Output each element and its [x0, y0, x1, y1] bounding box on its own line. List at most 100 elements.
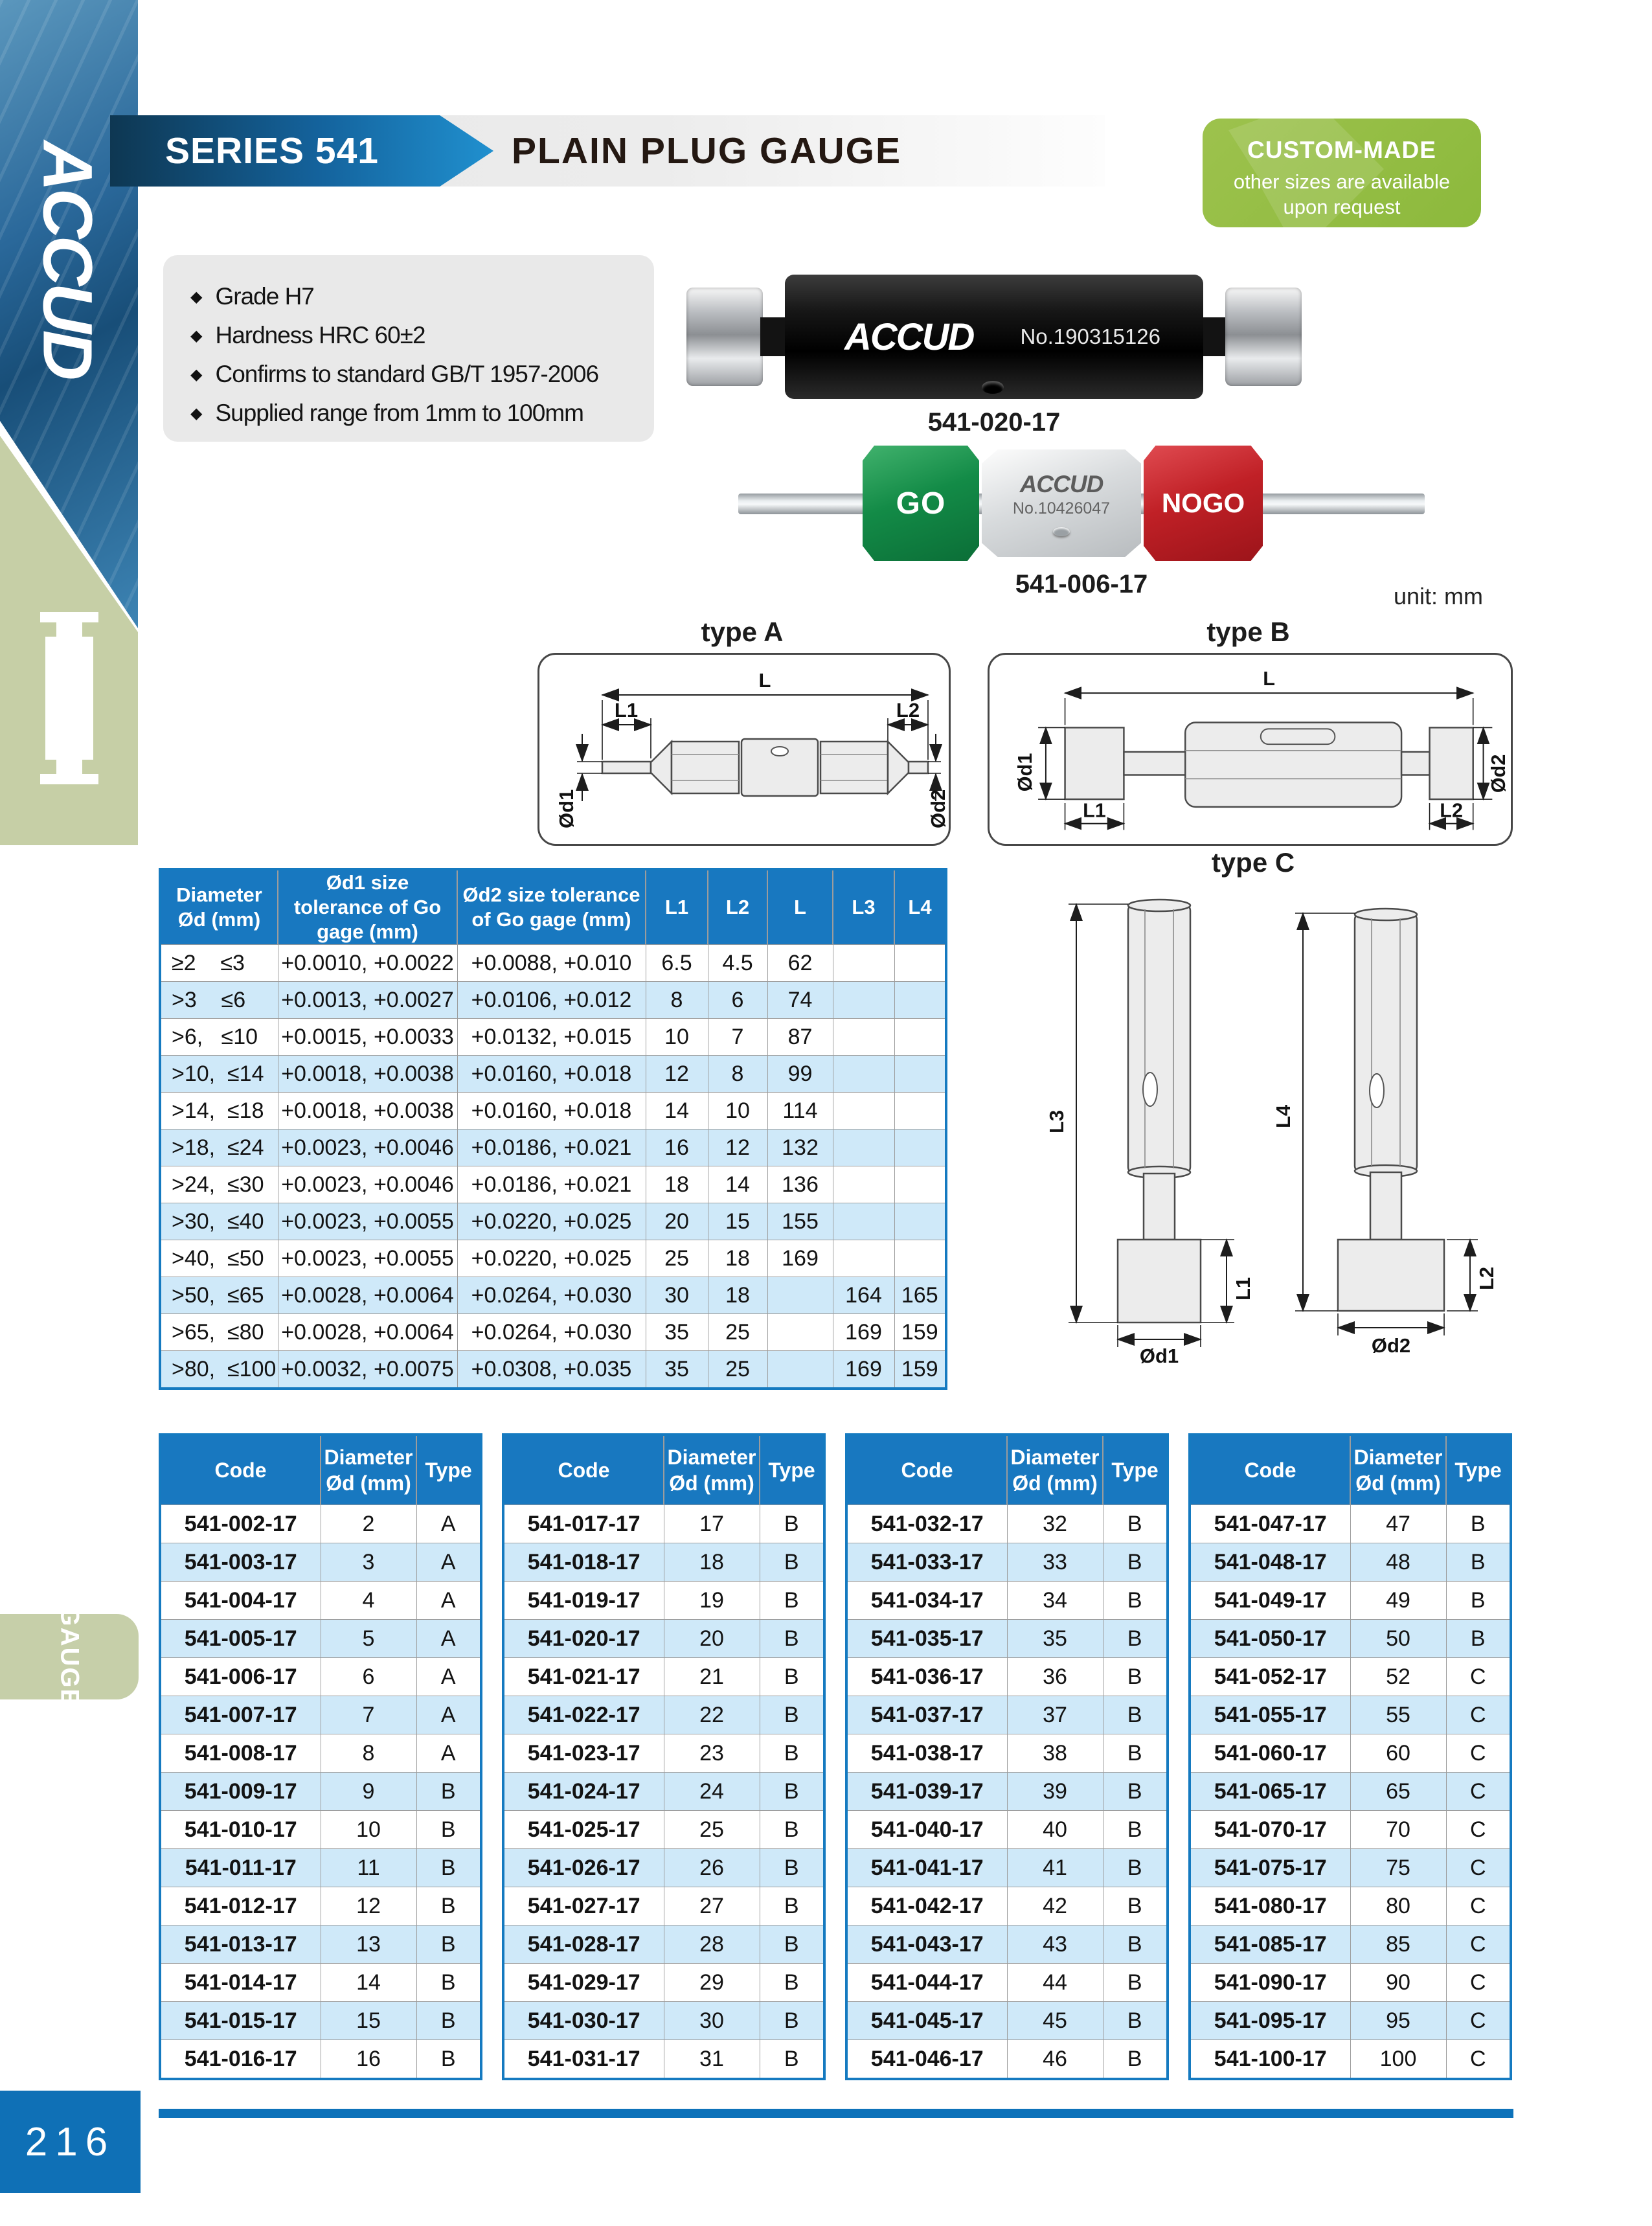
- table-cell: C: [1445, 1963, 1511, 2002]
- table-cell: 90: [1350, 1963, 1447, 2002]
- table-row: 541-085-17 85 C: [1189, 1925, 1511, 1964]
- table-row: >40, ≤50 +0.0023, +0.0055 +0.0220, +0.025 2…: [159, 1240, 947, 1277]
- table-row: 541-009-17 9 B: [159, 1772, 482, 1811]
- gauge-neck: [1199, 317, 1228, 356]
- table-cell: 541-031-17: [503, 2039, 664, 2080]
- table-cell: 541-055-17: [1189, 1696, 1351, 1734]
- table-cell: 6: [320, 1657, 417, 1696]
- table-cell: 541-095-17: [1189, 2001, 1351, 2040]
- table-cell: 13: [320, 1925, 417, 1964]
- table-row: 541-031-17 31 B: [503, 2039, 825, 2080]
- col-header: Diameter Ød (mm): [160, 869, 278, 945]
- table-cell: 26: [663, 1848, 760, 1887]
- table-cell: +0.0160, +0.018: [457, 1092, 646, 1130]
- table-cell: +0.0106, +0.012: [457, 981, 646, 1019]
- table-cell: C: [1445, 1848, 1511, 1887]
- gauge-neck: [760, 317, 789, 356]
- diagram-type-b-label: type B: [1206, 617, 1290, 647]
- code-table-4: Code Diameter Ød (mm) Type 541-047-17 47 B…: [1188, 1433, 1512, 2080]
- col-header: Diameter Ød (mm): [1006, 1435, 1103, 1505]
- table-cell: B: [1445, 1505, 1511, 1543]
- table-row: 541-018-17 18 B: [503, 1543, 825, 1582]
- table-cell: B: [416, 1848, 482, 1887]
- table-row: >6, ≤10 +0.0015, +0.0033 +0.0132, +0.015 10…: [159, 1018, 947, 1056]
- table-row: 541-012-17 12 B: [159, 1887, 482, 1925]
- table-cell: 42: [1006, 1887, 1103, 1925]
- table-cell: +0.0032, +0.0075: [277, 1350, 458, 1389]
- table-cell: 31: [663, 2039, 760, 2080]
- code-table-body: 541-017-17 17 B 541-018-17 18 B 541-019-17 19 B 5…: [503, 1505, 825, 2080]
- table-cell: A: [416, 1543, 482, 1582]
- table-row: 541-007-17 7 A: [159, 1696, 482, 1734]
- table-row: 541-100-17 100 C: [1189, 2039, 1511, 2080]
- table-cell: 44: [1006, 1963, 1103, 2002]
- table-cell: B: [759, 1772, 825, 1811]
- table-cell: 43: [1006, 1925, 1103, 1964]
- table-cell: +0.0023, +0.0046: [277, 1129, 458, 1166]
- table-cell: B: [1102, 1925, 1168, 1964]
- table-cell: 541-034-17: [846, 1581, 1008, 1620]
- table-cell: 541-044-17: [846, 1963, 1008, 2002]
- table-cell: B: [1102, 1619, 1168, 1658]
- badge-line2: upon request: [1283, 196, 1401, 218]
- table-cell: +0.0220, +0.025: [457, 1240, 646, 1277]
- code-table-body: 541-047-17 47 B 541-048-17 48 B 541-049-17 49 B 5…: [1189, 1505, 1511, 2080]
- dim-L2: L2: [1475, 1267, 1498, 1290]
- table-row: 541-017-17 17 B: [503, 1505, 825, 1543]
- table-cell: 159: [894, 1350, 947, 1389]
- table-cell: [894, 944, 947, 982]
- code-table-2: Code Diameter Ød (mm) Type 541-017-17 17 B…: [502, 1433, 826, 2080]
- table-cell: +0.0220, +0.025: [457, 1203, 646, 1240]
- table-cell: 541-065-17: [1189, 1772, 1351, 1811]
- table-cell: [894, 1203, 947, 1240]
- table-cell: 2: [320, 1505, 417, 1543]
- table-cell: >80, ≤100: [159, 1350, 278, 1389]
- dim-d2: Ød2: [1372, 1334, 1410, 1357]
- table-cell: 541-014-17: [159, 1963, 321, 2002]
- table-cell: +0.0010, +0.0022: [277, 944, 458, 982]
- table-cell: >6, ≤10: [159, 1018, 278, 1056]
- table-cell: B: [1102, 1543, 1168, 1582]
- product-photo-plug-gauge: ACCUD No.190315126: [686, 275, 1302, 399]
- table-cell: 541-016-17: [159, 2039, 321, 2080]
- table-row: 541-006-17 6 A: [159, 1657, 482, 1696]
- dim-d2: Ød2: [1488, 755, 1510, 793]
- table-cell: 541-028-17: [503, 1925, 664, 1964]
- table-cell: 25: [663, 1810, 760, 1849]
- table-cell: 16: [645, 1129, 708, 1166]
- table-cell: 541-085-17: [1189, 1925, 1351, 1964]
- gauge-handle: ACCUD No.10426047: [982, 449, 1141, 557]
- table-cell: B: [1445, 1581, 1511, 1620]
- table-cell: +0.0028, +0.0064: [277, 1313, 458, 1351]
- badge-line1: other sizes are available: [1233, 170, 1451, 193]
- dim-L1: L1: [1232, 1277, 1254, 1300]
- table-cell: >50, ≤65: [159, 1277, 278, 1314]
- table-row: 541-011-17 11 B: [159, 1848, 482, 1887]
- table-row: 541-021-17 21 B: [503, 1657, 825, 1696]
- table-cell: C: [1445, 1925, 1511, 1964]
- table-cell: 47: [1350, 1505, 1447, 1543]
- table-cell: A: [416, 1696, 482, 1734]
- spec-header-row: Diameter Ød (mm) Ød1 size tolerance of G…: [160, 869, 946, 945]
- table-cell: 7: [320, 1696, 417, 1734]
- dim-d1: Ød1: [555, 789, 578, 828]
- table-cell: +0.0264, +0.030: [457, 1277, 646, 1314]
- table-cell: B: [416, 1963, 482, 2002]
- table-cell: 8: [645, 981, 708, 1019]
- table-cell: 541-027-17: [503, 1887, 664, 1925]
- table-cell: 541-040-17: [846, 1810, 1008, 1849]
- table-cell: B: [1102, 1581, 1168, 1620]
- table-cell: [894, 1092, 947, 1130]
- table-cell: [832, 944, 895, 982]
- table-cell: B: [1102, 1734, 1168, 1773]
- table-cell: 541-039-17: [846, 1772, 1008, 1811]
- table-cell: 8: [707, 1055, 768, 1093]
- table-cell: C: [1445, 1772, 1511, 1811]
- table-row: 541-004-17 4 A: [159, 1581, 482, 1620]
- go-label: GO: [896, 486, 946, 521]
- table-row: 541-044-17 44 B: [846, 1963, 1168, 2002]
- table-row: 541-037-17 37 B: [846, 1696, 1168, 1734]
- table-cell: [832, 1203, 895, 1240]
- table-cell: +0.0018, +0.0038: [277, 1055, 458, 1093]
- table-row: 541-016-17 16 B: [159, 2039, 482, 2080]
